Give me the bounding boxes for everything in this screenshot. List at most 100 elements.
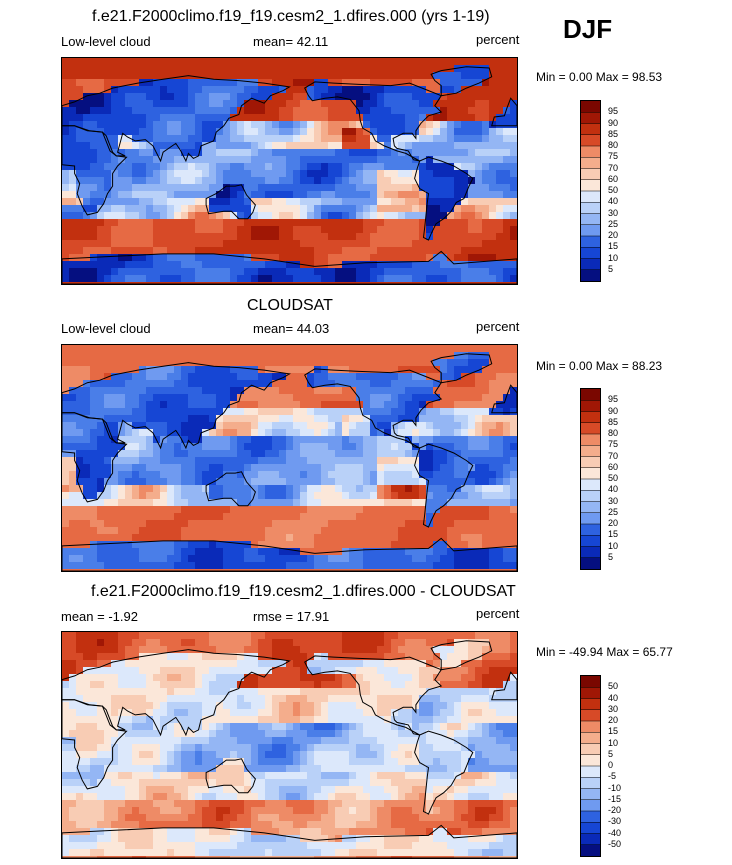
field-cell (496, 415, 504, 423)
field-cell (503, 93, 511, 101)
field-cell (475, 149, 483, 157)
field-cell (349, 548, 357, 556)
field-cell (342, 681, 350, 689)
field-cell (468, 562, 476, 570)
field-cell (146, 478, 154, 486)
field-cell (363, 352, 371, 360)
field-cell (293, 198, 301, 206)
field-cell (237, 268, 245, 276)
field-cell (209, 191, 217, 199)
field-cell (83, 219, 91, 227)
field-cell (454, 184, 462, 192)
field-cell (139, 667, 147, 675)
field-cell (461, 191, 469, 199)
field-cell (97, 93, 105, 101)
field-cell (181, 527, 189, 535)
field-cell (139, 93, 147, 101)
field-cell (279, 415, 287, 423)
field-cell (90, 359, 98, 367)
field-cell (307, 562, 315, 570)
field-cell (118, 478, 126, 486)
field-cell (286, 541, 294, 549)
field-cell (419, 359, 427, 367)
field-cell (195, 541, 203, 549)
field-cell (90, 667, 98, 675)
field-cell (293, 79, 301, 87)
field-cell (405, 233, 413, 241)
field-cell (209, 639, 217, 647)
field-cell (454, 282, 462, 284)
field-cell (97, 191, 105, 199)
field-cell (510, 352, 517, 360)
field-cell (160, 170, 168, 178)
field-cell (216, 387, 224, 395)
field-cell (447, 282, 455, 284)
field-cell (181, 247, 189, 255)
field-cell (335, 142, 343, 150)
field-cell (62, 100, 70, 108)
field-cell (258, 401, 266, 409)
field-cell (111, 387, 119, 395)
field-cell (223, 282, 231, 284)
field-cell (209, 632, 217, 640)
field-cell (384, 240, 392, 248)
field-cell (461, 198, 469, 206)
field-cell (181, 499, 189, 507)
field-cell (160, 534, 168, 542)
field-cell (461, 660, 469, 668)
field-cell (216, 135, 224, 143)
field-cell (251, 149, 259, 157)
field-cell (62, 429, 70, 437)
field-cell (405, 632, 413, 640)
field-cell (167, 674, 175, 682)
field-cell (286, 681, 294, 689)
field-cell (209, 681, 217, 689)
field-cell (321, 107, 329, 115)
panel1-minmax: Min = 0.00 Max = 98.53 (536, 70, 663, 84)
field-cell (76, 275, 84, 283)
field-cell (181, 226, 189, 234)
field-cell (244, 156, 252, 164)
field-cell (83, 240, 91, 248)
field-cell (125, 170, 133, 178)
field-cell (349, 457, 357, 465)
field-cell (244, 478, 252, 486)
field-cell (349, 492, 357, 500)
field-cell (237, 387, 245, 395)
field-cell (433, 359, 441, 367)
field-cell (349, 107, 357, 115)
field-cell (496, 401, 504, 409)
field-cell (447, 541, 455, 549)
field-cell (328, 142, 336, 150)
field-cell (251, 443, 259, 451)
field-cell (307, 499, 315, 507)
field-cell (202, 478, 210, 486)
field-cell (272, 548, 280, 556)
field-cell (447, 429, 455, 437)
field-cell (412, 254, 420, 262)
field-cell (118, 646, 126, 654)
field-cell (440, 233, 448, 241)
colorbar-swatch (581, 557, 600, 569)
field-cell (209, 373, 217, 381)
field-cell (181, 506, 189, 514)
colorbar-swatch (581, 434, 600, 446)
field-cell (83, 212, 91, 220)
field-cell (188, 548, 196, 556)
field-cell (321, 541, 329, 549)
field-cell (230, 100, 238, 108)
field-cell (230, 205, 238, 213)
field-cell (426, 632, 434, 640)
field-cell (230, 58, 238, 66)
field-cell (181, 492, 189, 500)
field-cell (76, 632, 84, 640)
field-cell (174, 170, 182, 178)
field-cell (307, 401, 315, 409)
field-cell (489, 520, 497, 528)
field-cell (251, 114, 259, 122)
field-cell (370, 387, 378, 395)
field-cell (195, 163, 203, 171)
field-cell (307, 268, 315, 276)
field-cell (188, 660, 196, 668)
field-cell (139, 191, 147, 199)
